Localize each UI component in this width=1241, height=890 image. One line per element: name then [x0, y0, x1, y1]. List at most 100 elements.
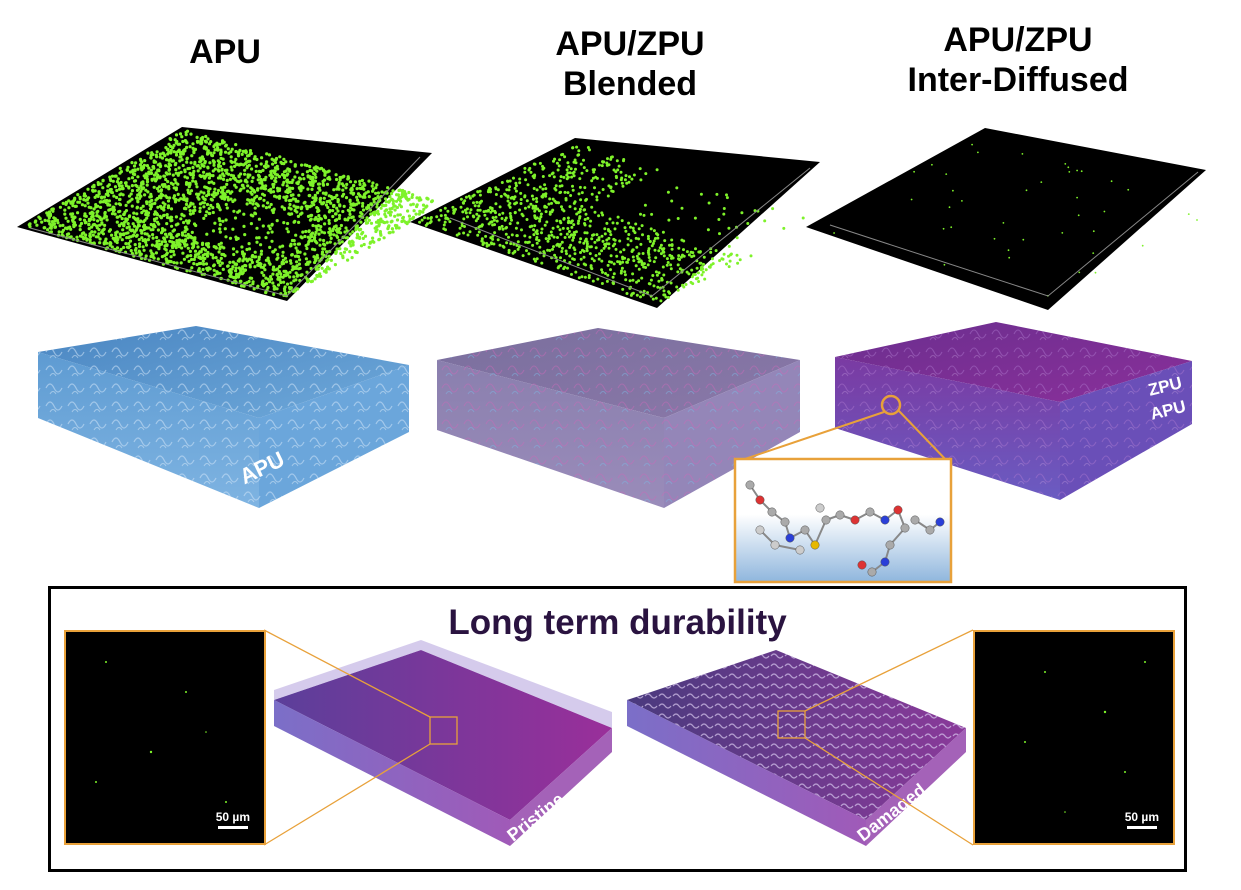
fluorescence-dot [273, 166, 277, 170]
fluorescence-dot [118, 187, 122, 191]
fluorescence-dot [113, 236, 117, 240]
fluorescence-dot [187, 185, 191, 189]
fluorescence-dot [86, 187, 90, 191]
fluorescence-dot [250, 192, 254, 196]
fluorescence-dot [110, 245, 114, 249]
fluorescence-dot [264, 175, 268, 179]
fluorescence-dot [507, 188, 511, 192]
fluorescence-dot [235, 272, 239, 276]
fluorescence-dot [276, 252, 280, 257]
fluorescence-dot [569, 233, 573, 237]
fluorescence-dot [535, 200, 539, 204]
fluorescence-dot [498, 243, 502, 247]
fluorescence-dot [92, 241, 96, 245]
fluorescence-dot [585, 240, 589, 244]
fluorescence-dot [632, 259, 636, 263]
fluorescence-dot [735, 253, 739, 257]
fluorescence-dot [253, 206, 257, 210]
fluorescence-dot [296, 287, 300, 291]
fluorescence-dot [206, 186, 210, 190]
fluorescence-dot [548, 197, 552, 201]
fluorescence-dot [259, 249, 264, 253]
fluorescence-dot [169, 151, 173, 155]
fluorescence-dot [288, 259, 293, 263]
fluorescence-dot [189, 161, 193, 165]
fluorescence-dot [198, 209, 202, 214]
fluorescence-dot [191, 179, 195, 183]
fluorescence-dot [304, 257, 308, 261]
fluorescence-dot [411, 193, 415, 197]
fluorescence-dot [284, 169, 288, 173]
fluorescence-dot [559, 175, 563, 179]
fluorescence-dot [639, 212, 642, 216]
fluorescence-dot [302, 177, 306, 181]
fluorescence-dot [1092, 252, 1095, 255]
fluorescence-dot [269, 277, 274, 281]
fluorescence-dot [477, 225, 481, 229]
fluorescence-dot [211, 210, 215, 215]
molecule-atom [925, 525, 935, 535]
fluorescence-dot [383, 197, 388, 201]
fluorescence-dot [729, 252, 733, 256]
fluorescence-dot [281, 244, 285, 248]
fluorescence-dot [357, 235, 362, 239]
fluorescence-dot [667, 290, 671, 294]
fluorescence-dot [626, 258, 630, 262]
fluorescence-dot [304, 204, 308, 208]
fluorescence-dot [594, 175, 598, 179]
fluorescence-dot [161, 184, 165, 188]
fluorescence-dot [188, 209, 192, 213]
fluorescence-dot [206, 268, 210, 272]
fluorescence-dot [277, 175, 282, 179]
fluorescence-dot [127, 242, 131, 246]
fluorescence-dot [384, 215, 388, 219]
fluorescence-dot [361, 208, 366, 212]
fluorescence-dot [242, 224, 246, 228]
fluorescence-dot [426, 216, 430, 220]
fluorescence-dot [271, 272, 275, 276]
fluorescence-dot [229, 270, 233, 275]
fluorescence-dot [276, 256, 280, 260]
fluorescence-dot [656, 233, 660, 237]
fluorescence-dot [66, 219, 70, 223]
fluorescence-dot [359, 211, 363, 215]
fluorescence-dot [430, 199, 434, 203]
zoom-lines [263, 629, 974, 846]
fluorescence-dot [228, 260, 232, 264]
fluorescence-dot [448, 220, 452, 224]
fluorescence-dot [156, 257, 160, 261]
fluorescence-dot [165, 158, 169, 162]
fluorescence-dot [415, 196, 419, 200]
fluorescence-dot [305, 277, 309, 281]
fluorescence-dot [421, 210, 425, 214]
fluorescence-dot [207, 181, 211, 185]
fluorescence-dot [400, 195, 404, 199]
fluorescence-dot [367, 179, 371, 183]
fluorescence-dot [294, 271, 298, 275]
fluorescence-dot [281, 183, 285, 187]
fluorescence-dot [226, 195, 230, 199]
fluorescence-dot [656, 285, 660, 289]
fluorescence-dot [75, 235, 79, 239]
fluorescence-dot [90, 215, 94, 219]
fluorescence-dot [1076, 169, 1078, 172]
fluorescence-dot [588, 224, 592, 228]
fluorescence-dot [57, 230, 61, 234]
fluorescence-dot [353, 203, 357, 207]
fluorescence-dot [910, 198, 913, 201]
fluorescence-dot [642, 289, 646, 293]
fluorescence-dot [272, 268, 276, 272]
fluorescence-dot [335, 218, 339, 222]
fluorescence-dot [272, 265, 276, 269]
fluorescence-dot [255, 240, 259, 244]
fluorescence-dot [142, 163, 146, 167]
fluorescence-dot [142, 238, 146, 242]
fluorescence-dot [284, 260, 289, 264]
fluorescence-dot [172, 228, 176, 232]
fluorescence-dot [611, 275, 615, 279]
fluorescence-dot [550, 172, 554, 176]
fluorescence-dot [502, 245, 506, 249]
fluorescence-dot [361, 185, 365, 189]
fluorescence-dot [1061, 232, 1064, 234]
fluorescence-dot [623, 273, 627, 277]
